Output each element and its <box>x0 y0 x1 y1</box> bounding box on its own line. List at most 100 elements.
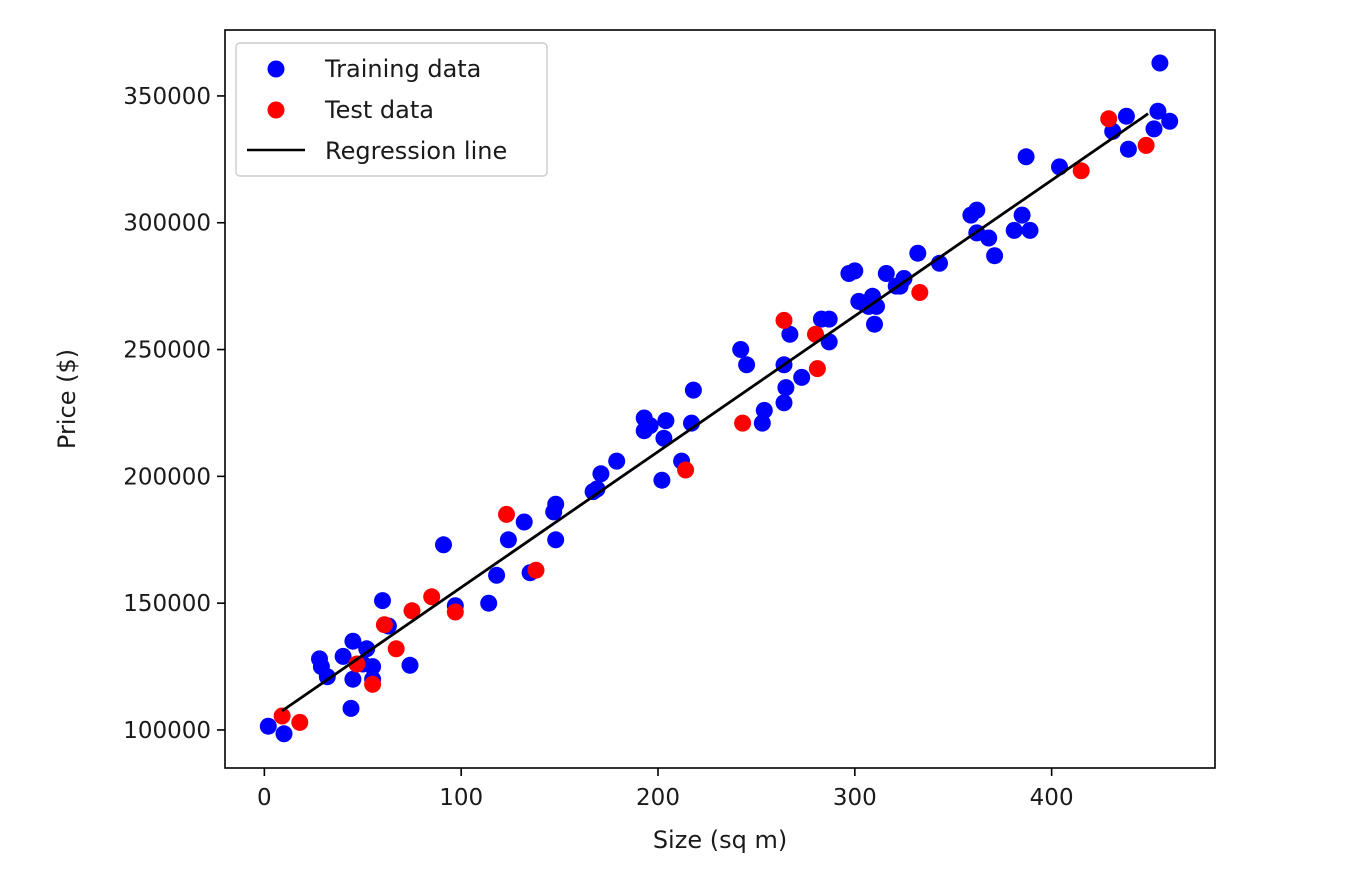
test-point-2 <box>348 655 366 673</box>
training-point-34 <box>655 429 673 447</box>
legend-marker-test <box>267 101 285 119</box>
training-point-11 <box>364 658 382 676</box>
training-point-81 <box>1161 112 1179 130</box>
training-point-72 <box>1017 148 1035 166</box>
training-point-33 <box>653 471 671 489</box>
test-point-10 <box>527 561 545 579</box>
x-tick-label-400: 400 <box>1030 785 1074 811</box>
y-tick-label-150000: 150000 <box>123 591 211 617</box>
x-axis-label: Size (sq m) <box>653 826 787 854</box>
training-point-13 <box>374 592 391 610</box>
training-point-32 <box>641 417 659 435</box>
training-point-28 <box>592 465 610 483</box>
training-point-8 <box>344 632 362 650</box>
test-point-12 <box>734 414 752 432</box>
training-point-20 <box>499 531 517 549</box>
training-point-6 <box>342 699 360 717</box>
legend-label-training: Training data <box>324 55 481 83</box>
plot-marks <box>259 54 1179 743</box>
training-point-46 <box>781 325 799 343</box>
test-point-0 <box>273 707 291 725</box>
training-point-68 <box>980 229 998 247</box>
training-point-58 <box>868 297 885 315</box>
y-tick-label-200000: 200000 <box>123 464 211 490</box>
training-point-15 <box>401 656 419 674</box>
axis-ticks: 0 100 200 300 400 100000 150000 200000 250000 300… <box>123 84 1073 811</box>
training-point-24 <box>547 495 565 513</box>
training-point-29 <box>608 452 626 470</box>
test-point-13 <box>775 311 793 329</box>
test-point-19 <box>1137 136 1155 154</box>
training-point-37 <box>683 414 700 432</box>
plot-frame <box>224 29 1216 769</box>
test-point-18 <box>1100 110 1118 128</box>
test-point-8 <box>446 603 464 621</box>
training-point-69 <box>986 247 1004 265</box>
y-tick-label-100000: 100000 <box>123 718 211 744</box>
training-point-18 <box>480 594 498 612</box>
training-point-7 <box>344 670 362 688</box>
training-point-79 <box>1149 102 1167 120</box>
training-point-5 <box>334 647 352 665</box>
test-point-6 <box>403 602 421 620</box>
training-point-4 <box>318 668 336 686</box>
training-point-70 <box>1005 221 1023 239</box>
legend-label-test: Test data <box>324 96 434 124</box>
training-point-10 <box>358 640 376 658</box>
training-point-42 <box>755 401 773 419</box>
training-point-78 <box>1145 120 1163 138</box>
legend: Training data Test data Regression line <box>235 42 548 177</box>
training-point-71 <box>1013 206 1031 224</box>
training-point-77 <box>1119 140 1137 158</box>
training-point-43 <box>775 394 793 412</box>
x-tick-label-300: 300 <box>833 785 877 811</box>
x-tick-label-100: 100 <box>439 785 483 811</box>
training-point-74 <box>1051 158 1068 176</box>
x-tick-label-0: 0 <box>257 785 272 811</box>
training-point-44 <box>777 379 795 397</box>
training-point-62 <box>895 270 913 287</box>
training-point-0 <box>259 717 277 735</box>
training-point-25 <box>547 531 565 549</box>
test-point-9 <box>498 505 515 523</box>
x-tick-label-200: 200 <box>636 785 680 811</box>
test-point-7 <box>423 588 441 606</box>
training-point-80 <box>1151 54 1169 72</box>
training-point-38 <box>684 381 702 399</box>
y-axis-label: Price ($) <box>53 349 81 449</box>
training-point-27 <box>588 480 606 498</box>
training-point-35 <box>657 412 675 430</box>
y-tick-label-300000: 300000 <box>123 211 211 237</box>
training-point-59 <box>877 265 895 282</box>
test-point-4 <box>375 616 393 634</box>
training-point-16 <box>435 536 452 554</box>
test-point-16 <box>911 284 929 301</box>
training-point-66 <box>968 201 986 219</box>
training-point-19 <box>488 566 506 584</box>
training-point-52 <box>846 262 864 280</box>
training-point-63 <box>909 244 927 262</box>
y-tick-label-350000: 350000 <box>123 84 211 110</box>
training-point-39 <box>732 341 750 358</box>
regression-line <box>281 112 1149 713</box>
training-point-49 <box>820 310 838 328</box>
test-point-11 <box>677 461 695 479</box>
test-point-17 <box>1072 162 1090 180</box>
test-point-1 <box>291 713 309 731</box>
training-point-47 <box>793 368 811 386</box>
training-point-21 <box>515 513 533 531</box>
legend-box <box>235 42 548 177</box>
training-point-57 <box>866 315 883 333</box>
test-point-5 <box>387 640 405 658</box>
test-point-15 <box>808 360 826 378</box>
legend-label-regression: Regression line <box>325 137 507 165</box>
test-point-3 <box>364 675 382 693</box>
training-point-76 <box>1117 107 1135 125</box>
training-point-73 <box>1021 221 1039 239</box>
legend-marker-training <box>267 60 285 78</box>
training-point-41 <box>753 414 771 432</box>
training-point-1 <box>275 725 293 743</box>
training-point-40 <box>738 356 756 374</box>
